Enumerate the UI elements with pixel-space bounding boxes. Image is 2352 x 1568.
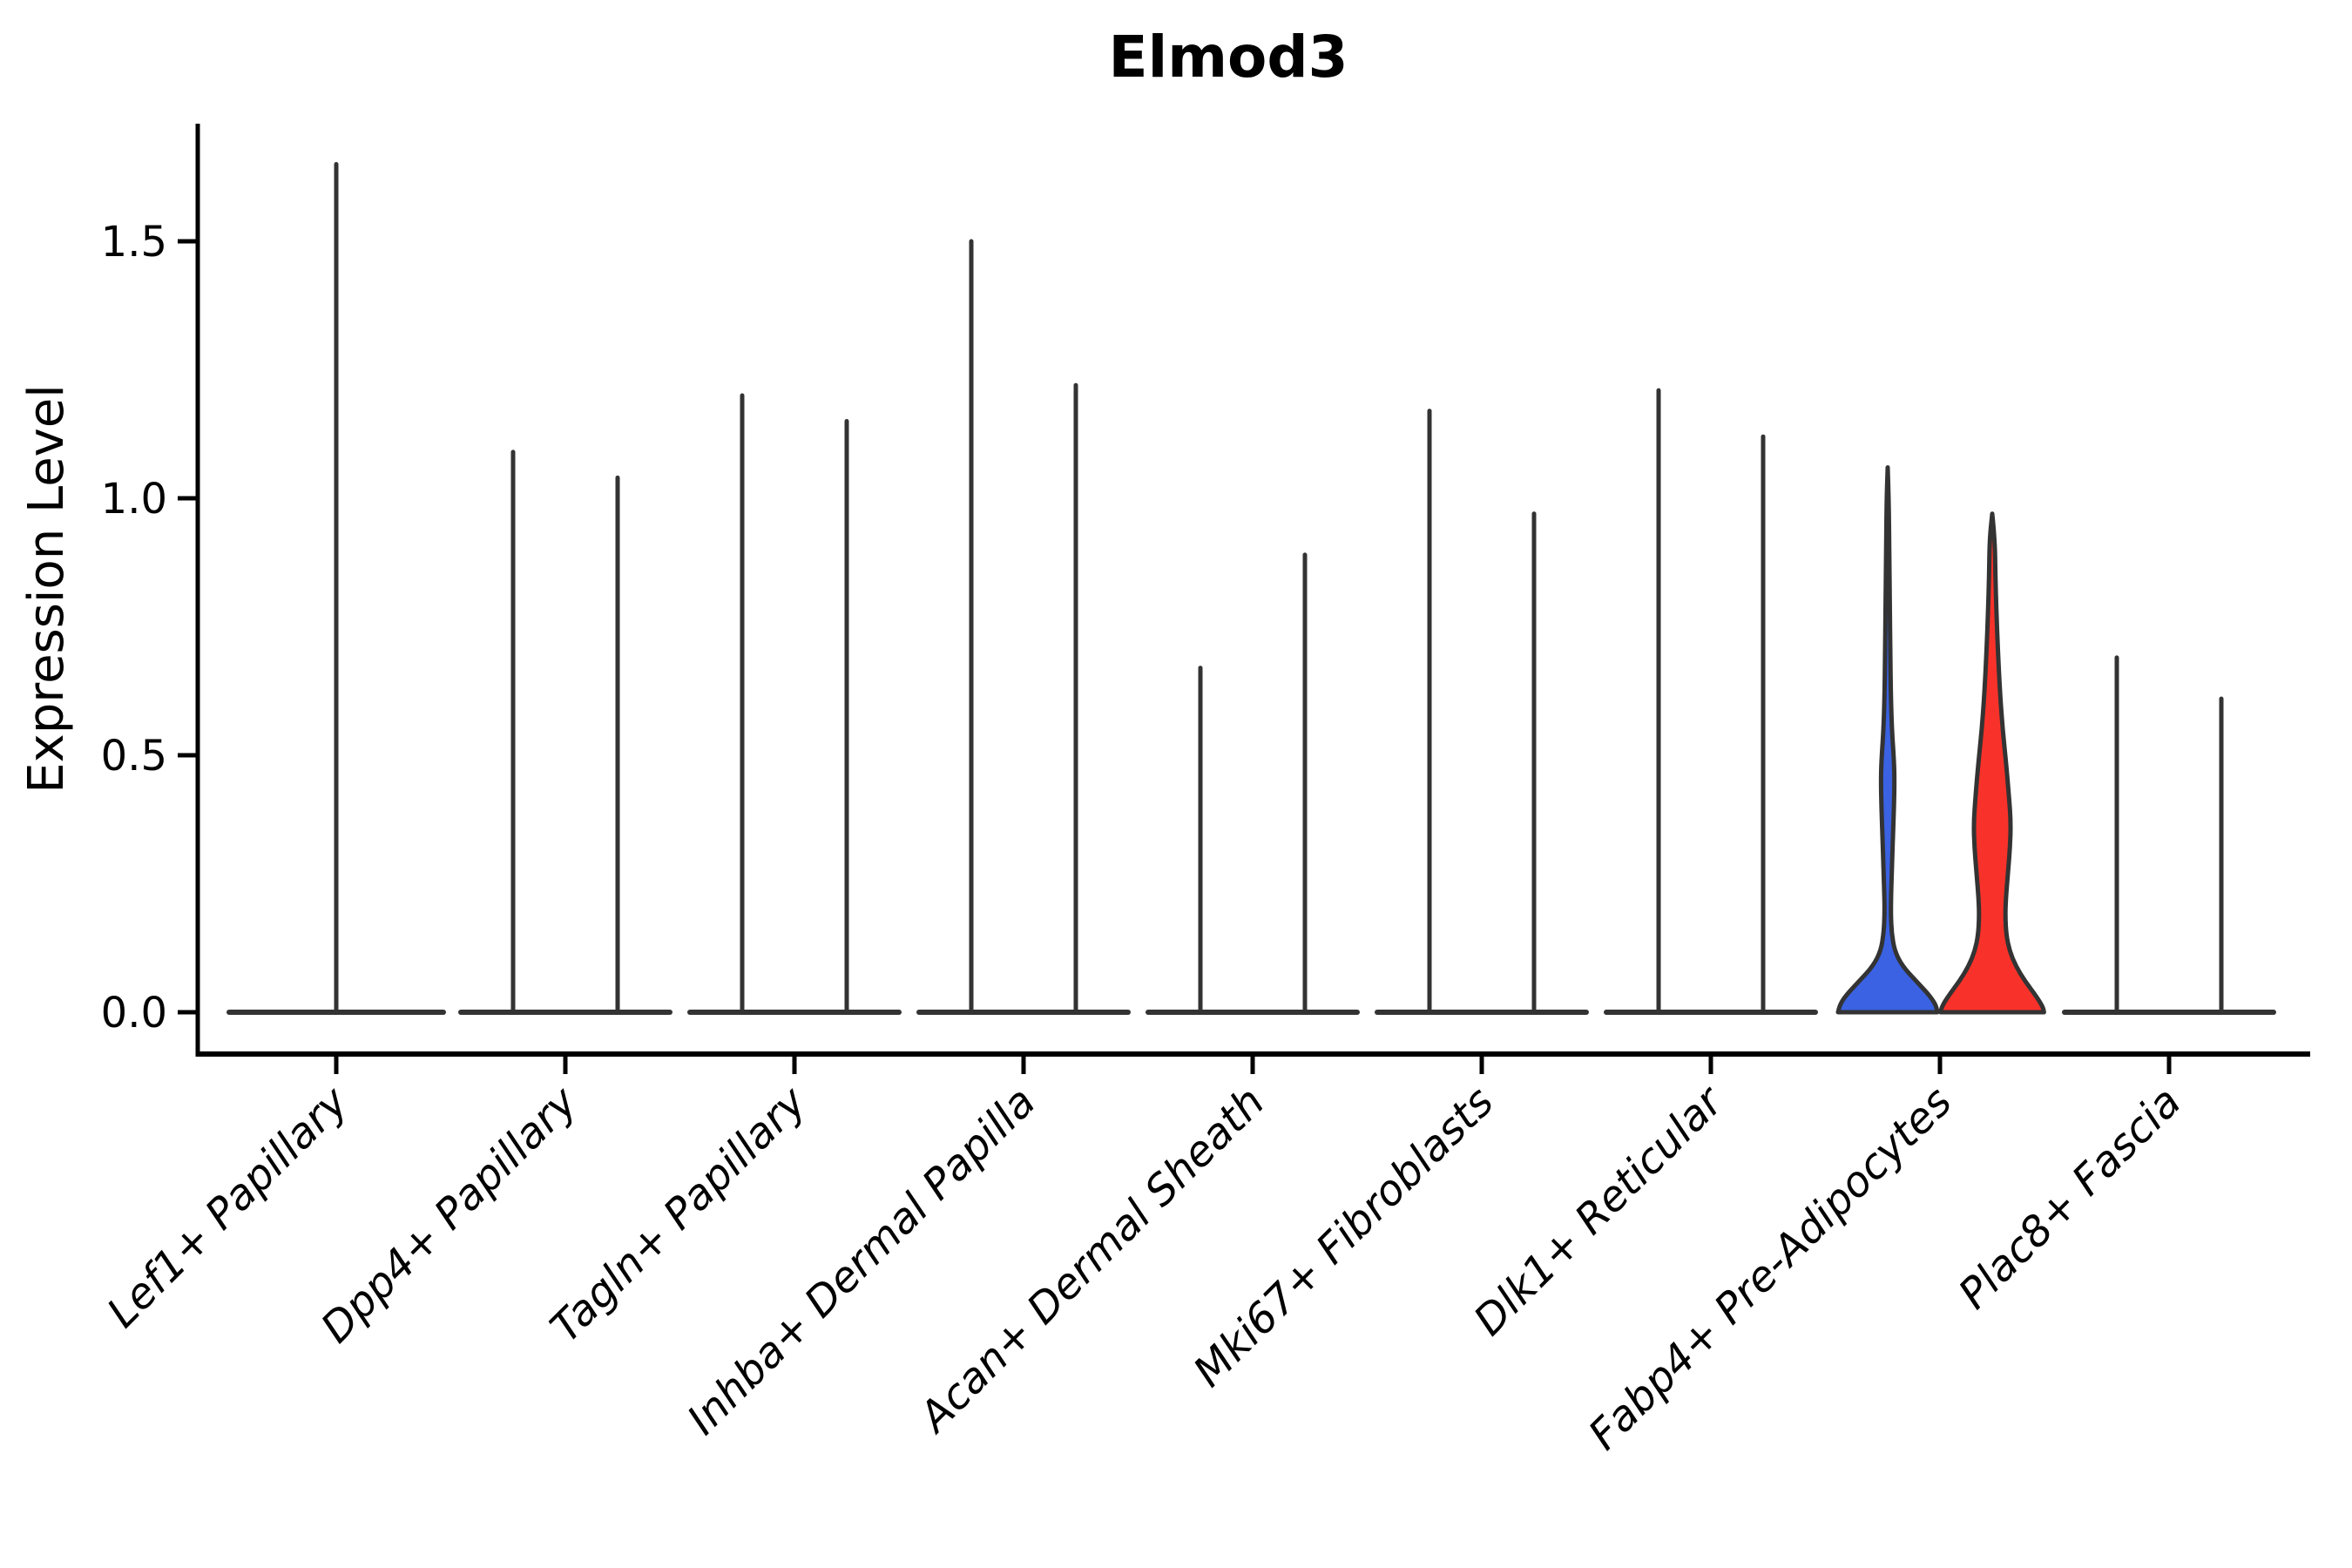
violin-body-blue bbox=[1835, 465, 1940, 1015]
y-axis-label: Expression Level bbox=[18, 384, 75, 794]
x-category-label: Lef1+ Papillary bbox=[98, 1077, 358, 1337]
y-tick-label: 0.5 bbox=[101, 732, 167, 781]
x-category-label: Fabp4+ Pre-Adipocytes bbox=[1579, 1078, 1962, 1460]
chart-title: Elmod3 bbox=[1109, 24, 1348, 91]
y-tick-label: 1.5 bbox=[101, 218, 167, 267]
x-category-label: Dpp4+ Papillary bbox=[312, 1077, 587, 1352]
x-category-label: Tagln+ Papillary bbox=[541, 1077, 816, 1352]
violin-body-red bbox=[1938, 511, 2046, 1015]
x-category-label: Plac8+ Fascia bbox=[1950, 1078, 2191, 1319]
x-category-label: Dlk1+ Reticular bbox=[1464, 1076, 1734, 1346]
y-tick-label: 1.0 bbox=[101, 475, 167, 524]
y-tick-label: 0.0 bbox=[101, 989, 167, 1037]
